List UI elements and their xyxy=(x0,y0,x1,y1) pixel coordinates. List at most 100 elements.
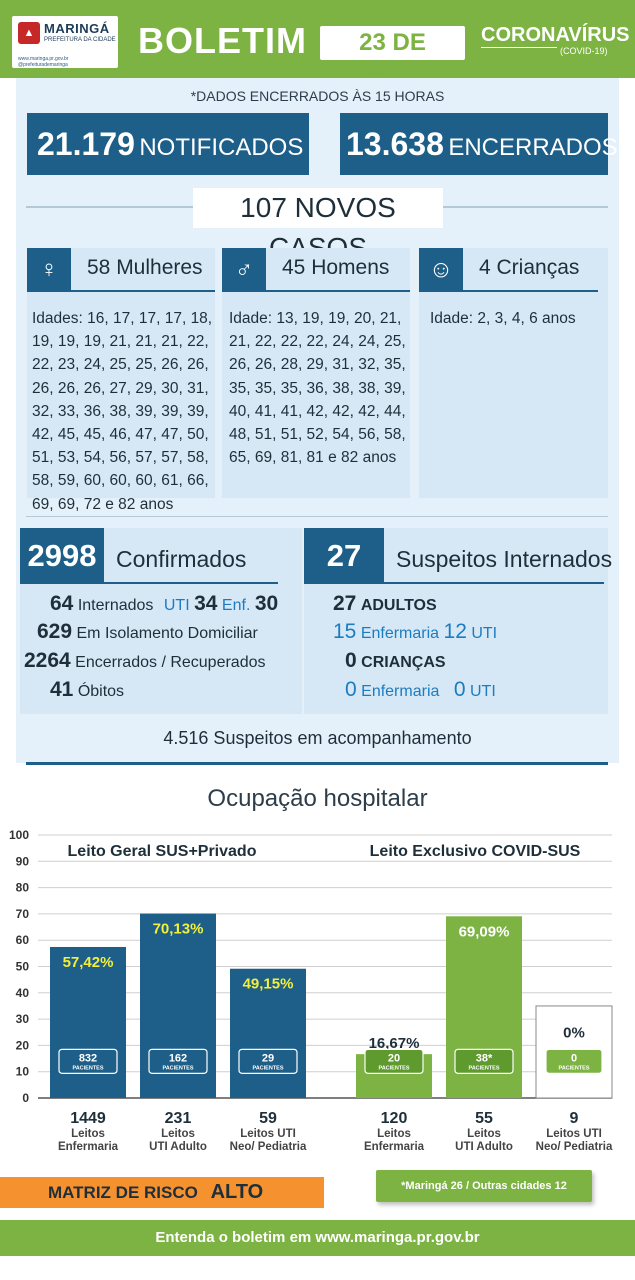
bulletin-title: BOLETIM xyxy=(138,20,307,61)
topic-subtitle: (COVID-19) xyxy=(560,46,608,56)
criancas-title: 4 Crianças xyxy=(479,256,580,279)
pacientes-badge xyxy=(238,1048,298,1074)
ocupacao-title: Ocupação hospitalar xyxy=(207,785,428,812)
adultos-enf-number: 15 xyxy=(333,620,357,643)
risk-matrix-banner: MATRIZ DE RISCO ALTO xyxy=(0,1177,324,1208)
mulheres-ages: Idades: 16, 17, 17, 17, 18, 19, 19, 19, … xyxy=(32,310,213,513)
bar-percent-label: 69,09% xyxy=(459,923,510,940)
city-logo[interactable]: ▲ MARINGÁ PREFEITURA DA CIDADE www.marin… xyxy=(12,16,118,68)
mulheres-underline xyxy=(27,290,215,292)
topic-title: CORONAVÍRUS xyxy=(481,24,630,46)
leitos-count: 231 xyxy=(165,1110,192,1127)
baby-icon: ☺ xyxy=(419,248,463,292)
bar-percent-label: 70,13% xyxy=(153,921,204,938)
adultos-uti-label: UTI xyxy=(471,625,498,642)
leitos-category-line2: Neo/ Pediatria xyxy=(230,1141,307,1153)
recuperados-row: 2264 Encerrados / Recuperados xyxy=(24,649,266,673)
criancas-detail-row: 0 Enfermaria 0 UTI xyxy=(345,678,496,702)
leitos-category-line2: UTI Adulto xyxy=(149,1141,207,1153)
bar-percent-label: 49,15% xyxy=(243,976,294,993)
bar-percent-label: 16,67% xyxy=(369,1035,420,1052)
obitos-row: 41 Óbitos xyxy=(50,678,124,702)
uti-number: 34 xyxy=(194,592,218,615)
leitos-category-line2: Enfermaria xyxy=(364,1141,425,1153)
notificados-label: NOTIFICADOS xyxy=(139,134,304,161)
pacientes-badge xyxy=(148,1048,208,1074)
leitos-category-line1: Leitos UTI xyxy=(546,1128,602,1140)
pacientes-label: PACIENTES xyxy=(252,1065,283,1071)
suspeitos-underline xyxy=(384,582,604,584)
isolamento-label: Em Isolamento Domiciliar xyxy=(76,625,258,642)
pacientes-number: 0 xyxy=(571,1052,577,1064)
y-tick-label: 40 xyxy=(16,986,30,1000)
mulheres-title: 58 Mulheres xyxy=(87,256,203,279)
adultos-enf-label: Enfermaria xyxy=(360,625,440,642)
encerrados-box: 13.638 ENCERRADOS xyxy=(340,113,618,175)
logo-social: www.maringa.pr.gov.br @prefeiturademarin… xyxy=(18,56,69,68)
criancas-enf-number: 0 xyxy=(345,678,357,701)
chart-bar xyxy=(230,968,306,1098)
y-tick-label: 0 xyxy=(22,1091,29,1105)
pacientes-label: PACIENTES xyxy=(72,1065,103,1071)
enf-label: Enf. xyxy=(221,597,251,614)
header-bar: ▲ MARINGÁ PREFEITURA DA CIDADE www.marin… xyxy=(0,0,635,90)
y-tick-label: 50 xyxy=(16,960,30,974)
topic-divider xyxy=(481,47,557,48)
encerrados-number: 13.638 xyxy=(346,126,444,162)
leitos-category-line1: Leitos xyxy=(161,1128,195,1140)
footer-link-bar[interactable]: Entenda o boletim em www.maringa.pr.gov.… xyxy=(0,1220,635,1256)
criancas-uti-label: UTI xyxy=(469,683,496,700)
notificados-number: 21.179 xyxy=(37,126,135,162)
leitos-count: 1449 xyxy=(70,1110,106,1127)
pacientes-label: PACIENTES xyxy=(468,1065,499,1071)
homens-ages: Idade: 13, 19, 19, 20, 21, 21, 22, 22, 2… xyxy=(229,310,406,467)
pacientes-number: 38* xyxy=(476,1052,493,1064)
y-tick-label: 70 xyxy=(16,907,30,921)
section-divider xyxy=(26,516,608,517)
confirmados-underline xyxy=(104,582,278,584)
uti-label: UTI xyxy=(163,597,190,614)
pacientes-number: 832 xyxy=(79,1052,97,1064)
obitos-number: 41 xyxy=(50,678,74,701)
adultos-detail-row: 15 Enfermaria 12 UTI xyxy=(333,620,497,644)
confirmados-number: 2998 xyxy=(20,528,104,584)
criancas-row: 0 CRIANÇAS xyxy=(345,649,446,673)
man-icon: ♂ xyxy=(222,248,266,292)
suspeitos-title: Suspeitos Internados xyxy=(396,546,613,572)
isolamento-number: 629 xyxy=(37,620,73,643)
enf-number: 30 xyxy=(254,592,279,615)
novos-casos-title: 107 NOVOS CASOS xyxy=(193,188,443,263)
recuperados-label: Encerrados / Recuperados xyxy=(75,654,266,671)
risk-matrix-label: MATRIZ DE RISCO xyxy=(48,1183,198,1202)
pacientes-label: PACIENTES xyxy=(162,1065,193,1071)
acompanhamento-text: 4.516 Suspeitos em acompanhamento xyxy=(163,728,472,748)
leitos-category-line1: Leitos UTI xyxy=(240,1128,296,1140)
internados-label: Internados xyxy=(77,597,154,614)
leitos-category-line1: Leitos xyxy=(377,1128,411,1140)
leitos-category-line1: Leitos xyxy=(467,1128,501,1140)
pacientes-label: PACIENTES xyxy=(558,1065,589,1071)
criancas-uti-number: 0 xyxy=(453,678,466,701)
section-divider-bold xyxy=(26,762,608,765)
homens-underline xyxy=(222,290,410,292)
uti-footnote: *Maringá 26 / Outras cidades 12 xyxy=(376,1170,592,1202)
city-crest-icon: ▲ xyxy=(18,22,40,44)
logo-subtitle: PREFEITURA DA CIDADE xyxy=(44,37,116,43)
leitos-count: 9 xyxy=(570,1110,579,1127)
woman-icon: ♀ xyxy=(27,248,71,292)
leitos-count: 59 xyxy=(259,1110,277,1127)
y-tick-label: 20 xyxy=(16,1038,30,1052)
adultos-number: 27 xyxy=(333,592,357,615)
y-tick-label: 60 xyxy=(16,933,30,947)
leitos-category-line1: Leitos xyxy=(71,1128,105,1140)
y-tick-label: 80 xyxy=(16,881,30,895)
risk-level: ALTO xyxy=(210,1181,264,1203)
y-tick-label: 100 xyxy=(9,828,29,842)
criancas-number: 0 xyxy=(345,649,357,672)
adultos-uti-number: 12 xyxy=(443,620,467,643)
chart-group-title: Leito Geral SUS+Privado xyxy=(68,843,257,860)
leitos-category-line2: UTI Adulto xyxy=(455,1141,513,1153)
homens-title: 45 Homens xyxy=(282,256,390,279)
leitos-count: 120 xyxy=(381,1110,408,1127)
